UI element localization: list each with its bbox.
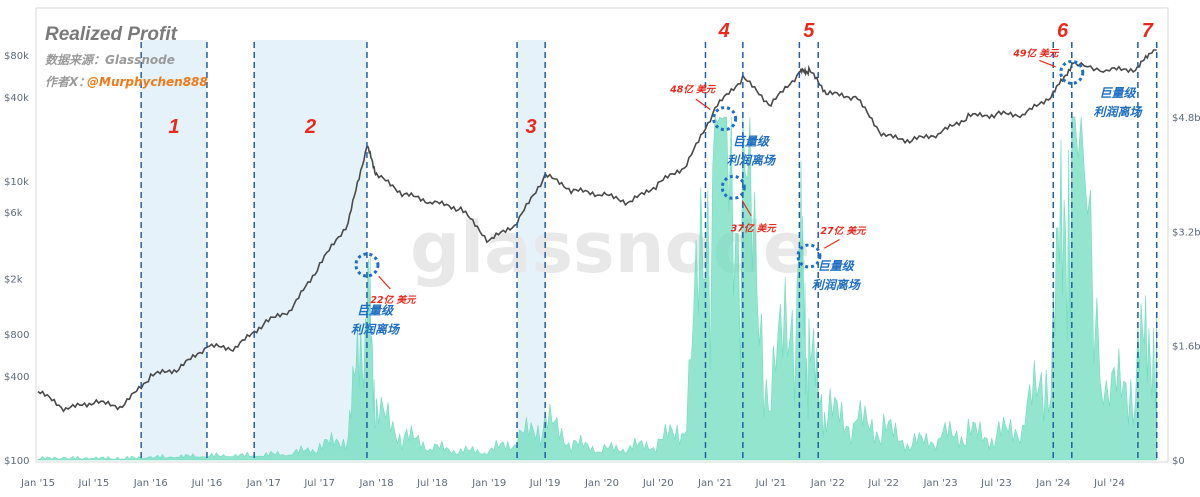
phase-band — [254, 40, 367, 460]
callout-line2: 利润离场 — [812, 278, 862, 292]
highlight-circle — [1059, 59, 1085, 85]
callout-line1: 巨量级 — [357, 304, 394, 318]
profit-area-series — [37, 116, 1158, 461]
x-axis-tick: Jul '17 — [303, 478, 335, 489]
x-axis-tick: Jan '17 — [246, 478, 281, 489]
right-axis: $0 $1.6b $3.2b $4.8b — [1172, 113, 1200, 467]
x-axis-tick: Jan '24 — [1035, 478, 1070, 489]
highlight-circle — [712, 106, 738, 132]
phase-label: 3 — [526, 116, 537, 138]
price-line-series — [37, 49, 1157, 413]
x-axis-tick: Jul '23 — [980, 478, 1012, 489]
callout-line2: 利润离场 — [351, 323, 401, 337]
x-axis-tick: Jul '22 — [867, 478, 899, 489]
left-axis-tick: $2k — [4, 274, 23, 285]
left-axis-tick: $6k — [4, 208, 23, 219]
x-axis-tick: Jul '15 — [78, 478, 110, 489]
phase-band — [517, 40, 546, 460]
data-source: 数据来源：Glassnode — [45, 53, 175, 67]
x-axis-tick: Jan '21 — [697, 478, 732, 489]
x-axis-tick: Jan '16 — [133, 478, 168, 489]
author-label: 作者X： — [45, 75, 90, 89]
x-axis-tick: Jul '21 — [755, 478, 787, 489]
annotation-arrow — [378, 275, 391, 290]
phase-label: 1 — [168, 116, 179, 138]
x-axis-tick: Jan '19 — [471, 478, 506, 489]
x-axis-tick: Jul '24 — [1093, 478, 1125, 489]
phase-label: 6 — [1057, 20, 1069, 42]
annotation-value: 27亿 美元 — [820, 225, 867, 237]
x-axis-tick: Jan '18 — [358, 478, 393, 489]
callout-line1: 巨量级 — [1099, 86, 1136, 100]
x-axis-tick: Jan '23 — [922, 478, 957, 489]
annotation-value: 37亿 美元 — [731, 222, 778, 234]
x-axis-tick: Jul '20 — [642, 478, 674, 489]
left-axis-tick: $100 — [4, 456, 29, 467]
annotation-arrow — [1039, 59, 1056, 68]
callout-line2: 利润离场 — [727, 153, 777, 167]
callout-line1: 巨量级 — [733, 134, 770, 148]
highlight-circle — [354, 252, 380, 278]
left-axis-tick: $800 — [4, 330, 29, 341]
x-axis-tick: Jul '16 — [191, 478, 223, 489]
plot-border — [35, 7, 1169, 463]
author-handle: @Murphychen888 — [87, 75, 208, 89]
left-axis-tick: $80k — [4, 51, 29, 62]
x-axis: Jan '15 Jul '15 Jan '16 Jul '16 Jan '17 Jul '… — [20, 478, 1125, 489]
annotation-value: 49亿 美元 — [1012, 47, 1060, 59]
annotation-arrow — [695, 98, 711, 110]
highlight-circle — [720, 174, 746, 200]
highlight-circle — [796, 243, 822, 269]
left-axis-tick: $400 — [4, 372, 29, 383]
right-axis-tick: $3.2b — [1172, 227, 1200, 238]
x-axis-tick: Jan '15 — [20, 478, 55, 489]
phase-label: 7 — [1142, 20, 1154, 42]
x-axis-tick: Jan '22 — [810, 478, 845, 489]
phase-label: 4 — [718, 20, 730, 42]
right-axis-tick: $1.6b — [1172, 342, 1200, 353]
left-axis: $100 $400 $800 $2k $6k $10k $40k $80k — [4, 51, 29, 467]
left-axis-tick: $10k — [4, 177, 29, 188]
x-axis-tick: Jul '19 — [529, 478, 561, 489]
callout-line1: 巨量级 — [818, 259, 855, 273]
left-axis-tick: $40k — [4, 93, 29, 104]
chart-title: Realized Profit — [45, 24, 178, 45]
price-line — [37, 49, 1157, 413]
annotation-arrow — [741, 200, 752, 217]
phase-bands — [141, 40, 546, 460]
annotation-value: 22亿 美元 — [370, 294, 417, 306]
right-axis-tick: $0 — [1172, 456, 1185, 467]
x-axis-tick: Jan '20 — [584, 478, 619, 489]
x-axis-tick: Jul '18 — [416, 478, 448, 489]
phase-labels: 1 2 3 4 5 6 7 — [168, 20, 1153, 138]
phase-label: 2 — [304, 116, 316, 138]
callout-line2: 利润离场 — [1093, 105, 1143, 119]
annotation-value: 48亿 美元 — [669, 84, 717, 96]
phase-band — [141, 40, 207, 460]
phase-label: 5 — [803, 20, 815, 42]
annotation-arrow — [823, 238, 840, 249]
profit-area — [37, 116, 1158, 461]
right-axis-tick: $4.8b — [1172, 113, 1200, 124]
